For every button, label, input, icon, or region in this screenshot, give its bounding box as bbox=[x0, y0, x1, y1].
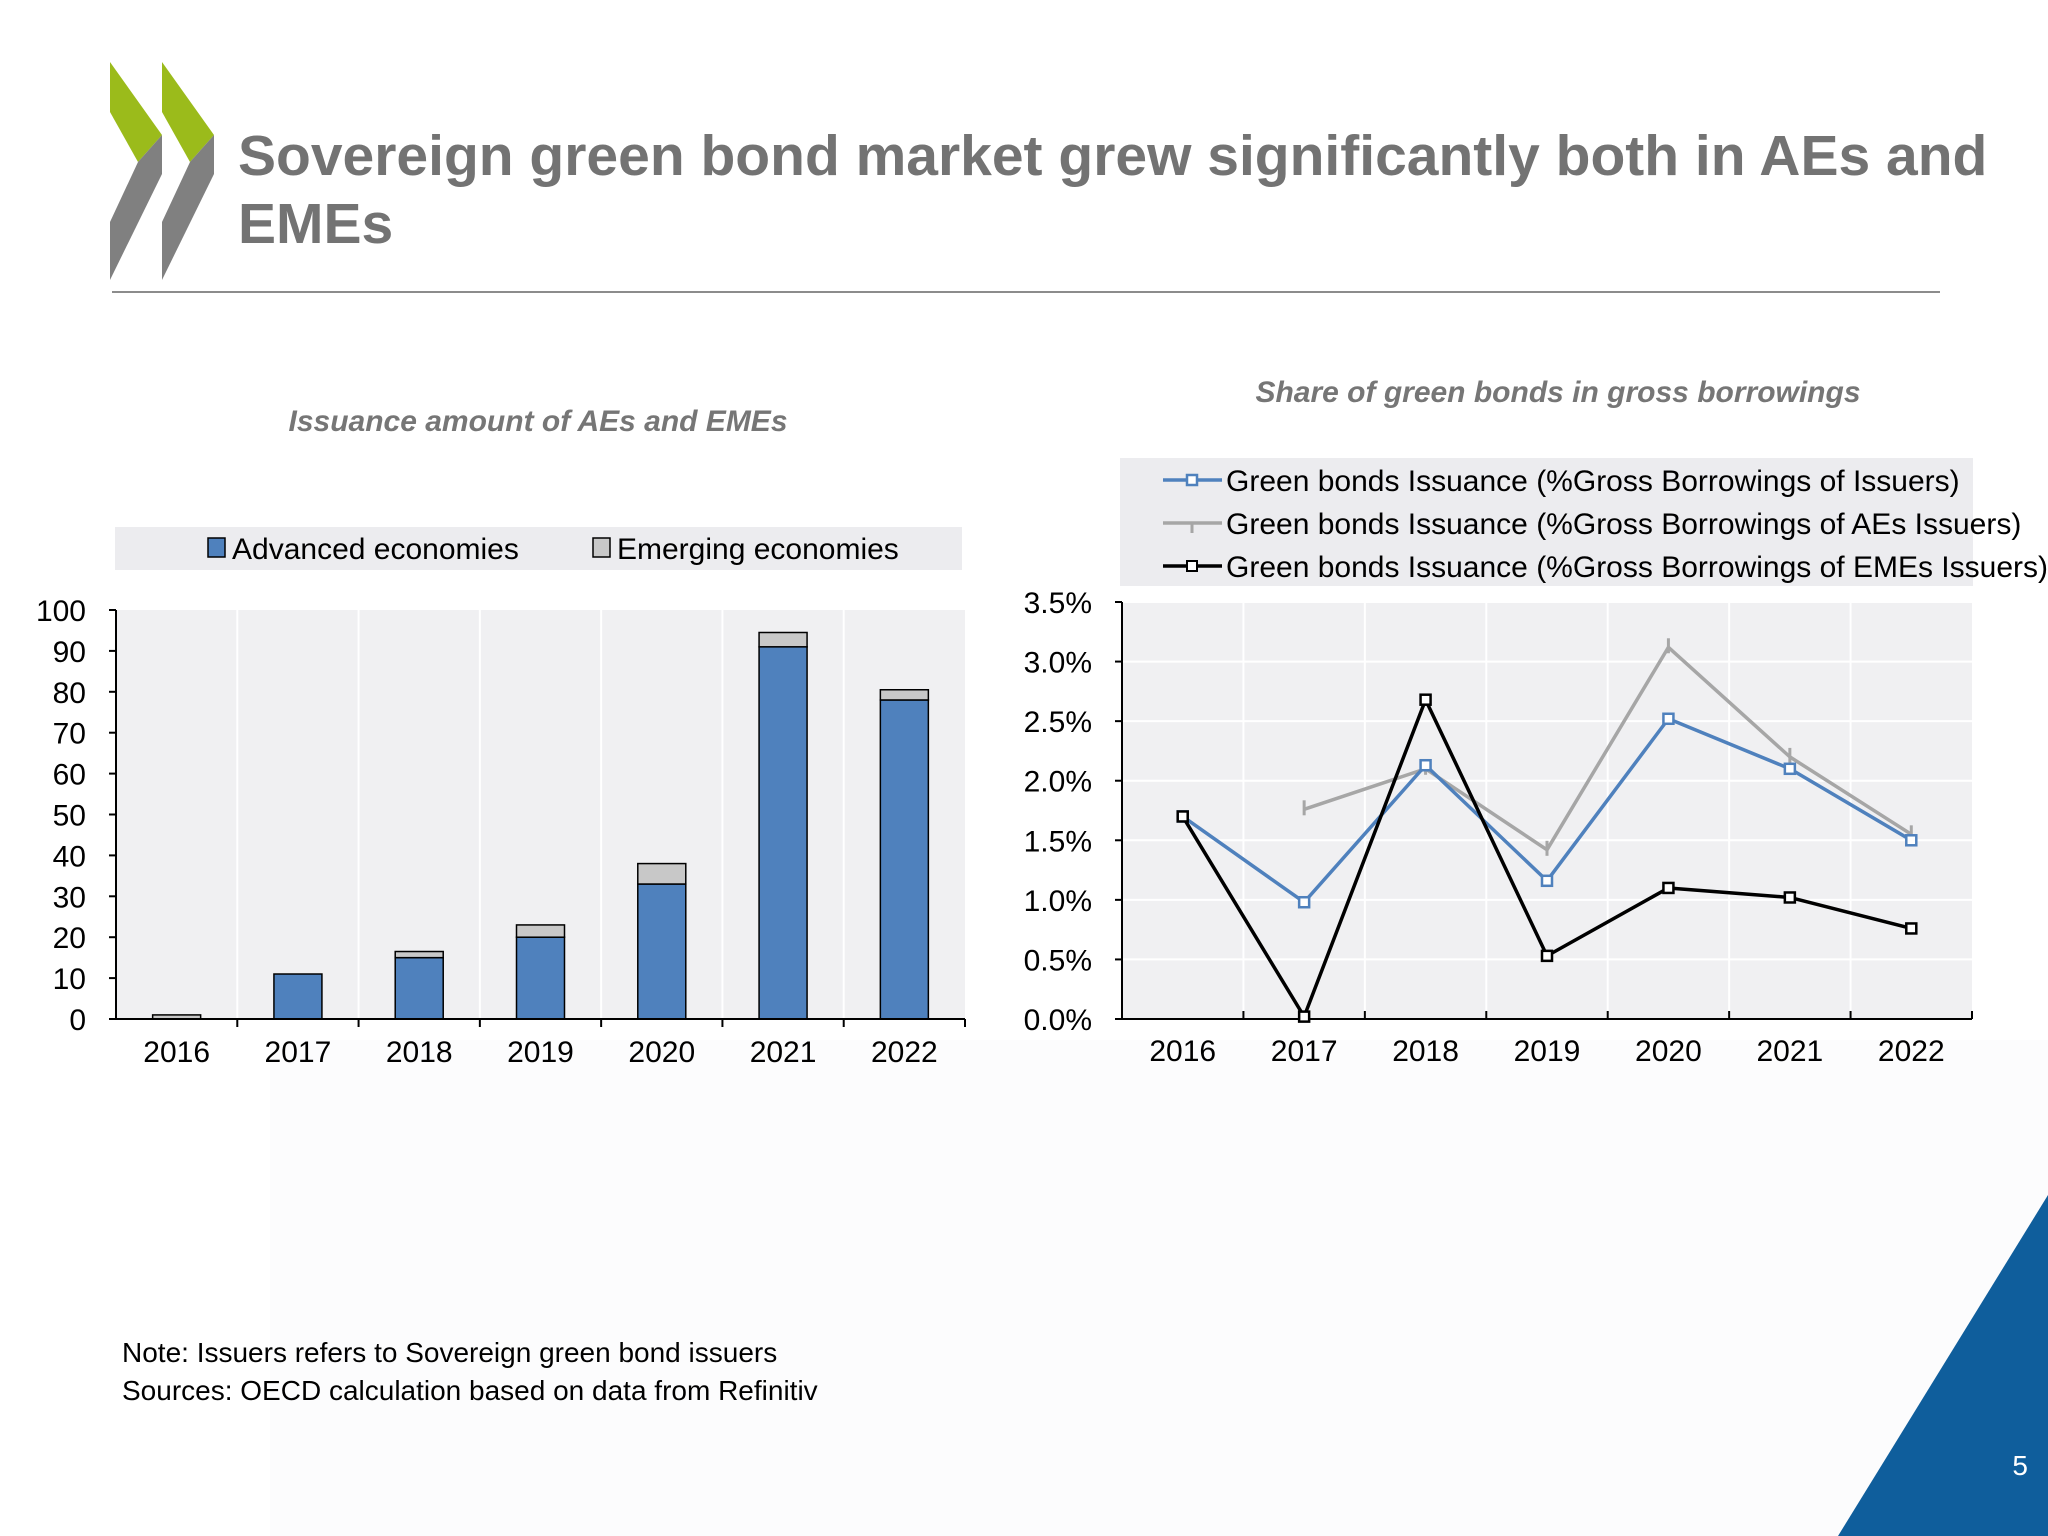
bar-advanced-2022 bbox=[879, 699, 930, 1020]
line-x-tick-label: 2018 bbox=[1392, 1035, 1459, 1068]
slide-title: Sovereign green bond market grew signifi… bbox=[238, 124, 1988, 256]
bar-advanced-2021 bbox=[758, 646, 808, 1020]
line-x-tick-label: 2022 bbox=[1878, 1035, 1945, 1068]
line-point-all bbox=[1905, 834, 1918, 847]
line-y-tick-label: 1.0% bbox=[1024, 885, 1092, 918]
line-legend-marker-all bbox=[1163, 473, 1222, 487]
page-shade bbox=[270, 1040, 2048, 1536]
bar-y-tick-label: 70 bbox=[53, 718, 86, 751]
bar-legend-label-advanced: Advanced economies bbox=[232, 533, 519, 566]
bar-series bbox=[151, 631, 930, 1020]
bar-emerging-2019 bbox=[515, 924, 566, 938]
title-divider bbox=[112, 291, 1940, 293]
logo-grey-chevron-left bbox=[110, 135, 162, 280]
bar-y-tick-label: 90 bbox=[53, 636, 86, 669]
line-point-all bbox=[1297, 895, 1311, 909]
bar-y-tick-label: 20 bbox=[53, 922, 86, 955]
line-x-tick-label: 2017 bbox=[1271, 1035, 1338, 1068]
bar-emerging-2020 bbox=[637, 862, 687, 885]
bar-x-tick-label: 2017 bbox=[265, 1036, 332, 1069]
line-y-tick-label: 2.5% bbox=[1024, 706, 1092, 739]
bar-axes bbox=[109, 609, 966, 1027]
logo-green-chevron-left bbox=[110, 62, 162, 162]
line-point-emes bbox=[1662, 881, 1675, 895]
bar-gridlines bbox=[236, 610, 845, 1019]
bar-legend-label-emerging: Emerging economies bbox=[617, 533, 899, 566]
bar-legend-box bbox=[115, 527, 962, 570]
line-y-tick-label: 1.5% bbox=[1024, 825, 1092, 858]
bar-y-tick-label: 60 bbox=[53, 759, 86, 792]
source-line: Sources: OECD calculation based on data … bbox=[122, 1375, 818, 1406]
bar-x-tick-label: 2021 bbox=[750, 1036, 817, 1069]
line-x-tick-label: 2019 bbox=[1514, 1035, 1581, 1068]
page-number: 5 bbox=[2012, 1450, 2028, 1481]
line-point-emes bbox=[1905, 922, 1918, 935]
line-x-tick-label: 2016 bbox=[1149, 1035, 1216, 1068]
logo-grey-chevron-right bbox=[162, 135, 214, 280]
bar-x-tick-labels: 2016 2017 2018 2019 2020 2021 2022 bbox=[143, 1036, 937, 1069]
bar-emerging-2021 bbox=[758, 631, 808, 648]
line-y-tick-label: 2.0% bbox=[1024, 766, 1092, 799]
logo-green-chevron-right bbox=[162, 62, 214, 162]
note-line: Note: Issuers refers to Sovereign green … bbox=[122, 1337, 778, 1368]
bar-legend-swatch-emerging bbox=[592, 537, 611, 558]
line-legend-marker-emes bbox=[1163, 560, 1222, 572]
line-series bbox=[1176, 638, 1918, 1023]
bar-x-tick-label: 2022 bbox=[871, 1036, 938, 1069]
line-legend-label-all: Green bonds Issuance (%Gross Borrowings … bbox=[1226, 465, 1960, 498]
bar-chart-title: Issuance amount of AEs and EMEs bbox=[289, 405, 788, 438]
line-series-aes bbox=[1303, 645, 1913, 852]
line-point-all bbox=[1783, 762, 1797, 776]
bar-advanced-2018 bbox=[394, 956, 444, 1020]
line-y-tick-label: 0.5% bbox=[1024, 944, 1092, 977]
line-x-tick-label: 2020 bbox=[1635, 1035, 1702, 1068]
line-point-emes bbox=[1783, 891, 1797, 904]
bar-y-tick-label: 10 bbox=[53, 963, 86, 996]
line-point-all bbox=[1419, 758, 1432, 772]
line-legend-box bbox=[1120, 458, 1973, 586]
line-y-tick-labels: 0.0% 0.5% 1.0% 1.5% 2.0% 2.5% 3.0% 3.5% bbox=[1024, 587, 1092, 1037]
bar-advanced-2019 bbox=[515, 936, 566, 1020]
bar-x-tick-label: 2018 bbox=[386, 1036, 453, 1069]
bar-x-tick-label: 2019 bbox=[507, 1036, 574, 1069]
bar-y-tick-label: 40 bbox=[53, 840, 86, 873]
line-gridlines bbox=[1122, 601, 1972, 1019]
line-legend-label-emes: Green bonds Issuance (%Gross Borrowings … bbox=[1226, 551, 2048, 584]
bar-legend-swatch-advanced bbox=[207, 537, 226, 558]
line-point-all bbox=[1662, 712, 1675, 726]
line-x-tick-label: 2021 bbox=[1756, 1035, 1823, 1068]
bar-advanced-2020 bbox=[637, 883, 687, 1020]
line-x-tick-labels: 2016 2017 2018 2019 2020 2021 2022 bbox=[1149, 1035, 1944, 1068]
line-point-emes bbox=[1540, 949, 1554, 963]
line-point-emes bbox=[1297, 1010, 1311, 1023]
line-legend-label-aes: Green bonds Issuance (%Gross Borrowings … bbox=[1226, 508, 2021, 541]
line-y-tick-label: 3.5% bbox=[1024, 587, 1092, 620]
line-y-tick-label: 3.0% bbox=[1024, 647, 1092, 680]
line-point-all bbox=[1540, 874, 1554, 888]
bar-y-tick-label: 50 bbox=[53, 800, 86, 833]
bar-emerging-2018 bbox=[394, 950, 444, 959]
bar-y-tick-labels: 0 10 20 30 40 50 60 70 80 90 100 bbox=[36, 595, 86, 1037]
bar-y-tick-label: 0 bbox=[69, 1004, 86, 1037]
bar-y-tick-label: 100 bbox=[36, 595, 86, 628]
line-y-tick-label: 0.0% bbox=[1024, 1004, 1092, 1037]
line-chart-title: Share of green bonds in gross borrowings bbox=[1255, 376, 1860, 409]
line-point-emes bbox=[1176, 810, 1189, 823]
bar-emerging-2022 bbox=[879, 689, 930, 701]
bar-x-tick-label: 2020 bbox=[628, 1036, 695, 1069]
bar-x-tick-label: 2016 bbox=[143, 1036, 210, 1069]
slide-notes: Note: Issuers refers to Sovereign green … bbox=[122, 1334, 818, 1410]
line-axes bbox=[1115, 601, 1973, 1020]
oecd-logo-icon bbox=[110, 62, 214, 280]
bar-y-tick-label: 30 bbox=[53, 881, 86, 914]
corner-triangle bbox=[1838, 1195, 2048, 1536]
bar-y-tick-label: 80 bbox=[53, 677, 86, 710]
line-legend-marker-aes bbox=[1163, 521, 1222, 533]
line-point-emes bbox=[1419, 693, 1432, 706]
bar-advanced-2017 bbox=[273, 973, 323, 1020]
